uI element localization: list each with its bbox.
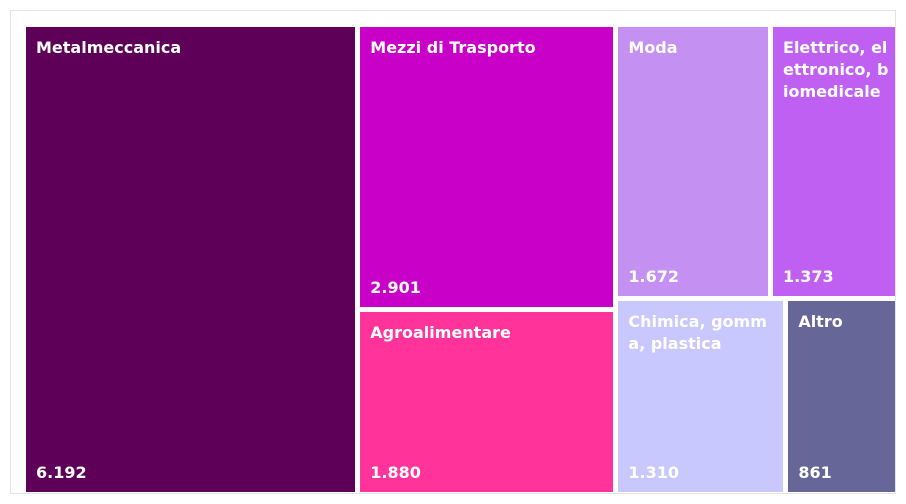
tile-value: 1.373 xyxy=(783,267,834,287)
treemap-tile: Mezzi di Trasporto 2.901 xyxy=(360,27,614,308)
treemap-tile: Agroalimentare 1.880 xyxy=(360,312,614,492)
treemap-tile: Metalmeccanica 6.192 xyxy=(26,27,356,492)
tile-value: 1.880 xyxy=(370,462,421,482)
tile-label: Chimica, gomma, plastica xyxy=(628,312,767,354)
treemap-tile: Chimica, gomma, plastica 1.310 xyxy=(618,301,784,492)
tile-value: 1.310 xyxy=(628,462,679,482)
treemap-tile: Moda 1.672 xyxy=(618,27,768,297)
tile-label: Moda xyxy=(628,38,678,57)
tile-label: Mezzi di Trasporto xyxy=(370,38,536,57)
tile-label: Metalmeccanica xyxy=(36,38,182,57)
tile-value: 861 xyxy=(798,462,832,482)
tile-value: 1.672 xyxy=(628,267,679,287)
tile-value: 2.901 xyxy=(370,278,421,298)
tile-label: Agroalimentare xyxy=(370,323,511,343)
tile-label: Altro xyxy=(798,312,843,332)
tile-value: 6.192 xyxy=(36,463,87,482)
treemap: Metalmeccanica 6.192 Mezzi di Trasporto 2.9… xyxy=(26,27,895,492)
tile-label: Elettrico, elettronico, biomedicale xyxy=(783,38,889,101)
treemap-tile: Altro 861 xyxy=(788,301,895,492)
treemap-tile: Elettrico, elettronico, biomedicale 1.373 xyxy=(773,27,895,297)
